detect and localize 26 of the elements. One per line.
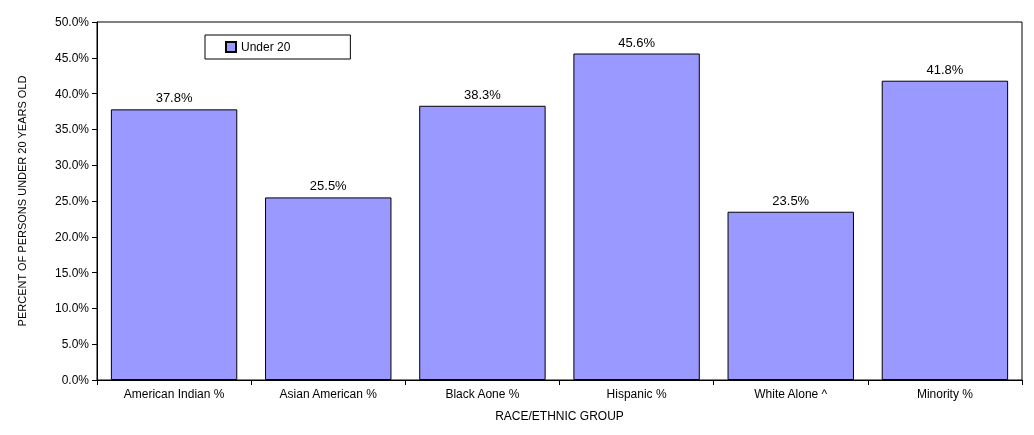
x-tick-label: Hispanic % (606, 387, 667, 401)
data-label: 37.8% (155, 90, 193, 106)
x-axis-title: RACE/ETHNIC GROUP (495, 409, 624, 423)
y-tick-label: 15.0% (54, 265, 90, 280)
y-axis-title: PERCENT OF PERSONS UNDER 20 YEARS OLD (15, 75, 28, 327)
x-tick-label: Minority % (916, 387, 974, 401)
y-tick-label: 35.0% (54, 122, 90, 137)
y-tick-label: 50.0% (54, 15, 90, 29)
x-tick-label: Asian American % (279, 387, 378, 401)
y-tick-label: 0.0% (61, 373, 90, 387)
x-tick-label: Black Aone % (445, 387, 520, 401)
data-label: 41.8% (926, 61, 964, 77)
x-tick-label: White Alone ^ (754, 387, 828, 401)
y-tick-label: 45.0% (54, 50, 90, 65)
y-tick-label: 40.0% (54, 86, 90, 101)
data-label: 23.5% (772, 192, 810, 208)
y-tick-label: 25.0% (54, 194, 90, 208)
data-label: 38.3% (463, 86, 502, 102)
data-label: 45.6% (618, 34, 656, 50)
data-label: 25.5% (309, 178, 348, 194)
y-tick-label: 5.0% (61, 337, 90, 352)
y-tick-label: 30.0% (54, 158, 90, 173)
y-tick-label: 20.0% (54, 229, 90, 244)
legend-label: Under 20 (241, 40, 291, 54)
x-tick-label: American Indian % (123, 387, 225, 401)
y-tick-label: 10.0% (54, 301, 90, 316)
